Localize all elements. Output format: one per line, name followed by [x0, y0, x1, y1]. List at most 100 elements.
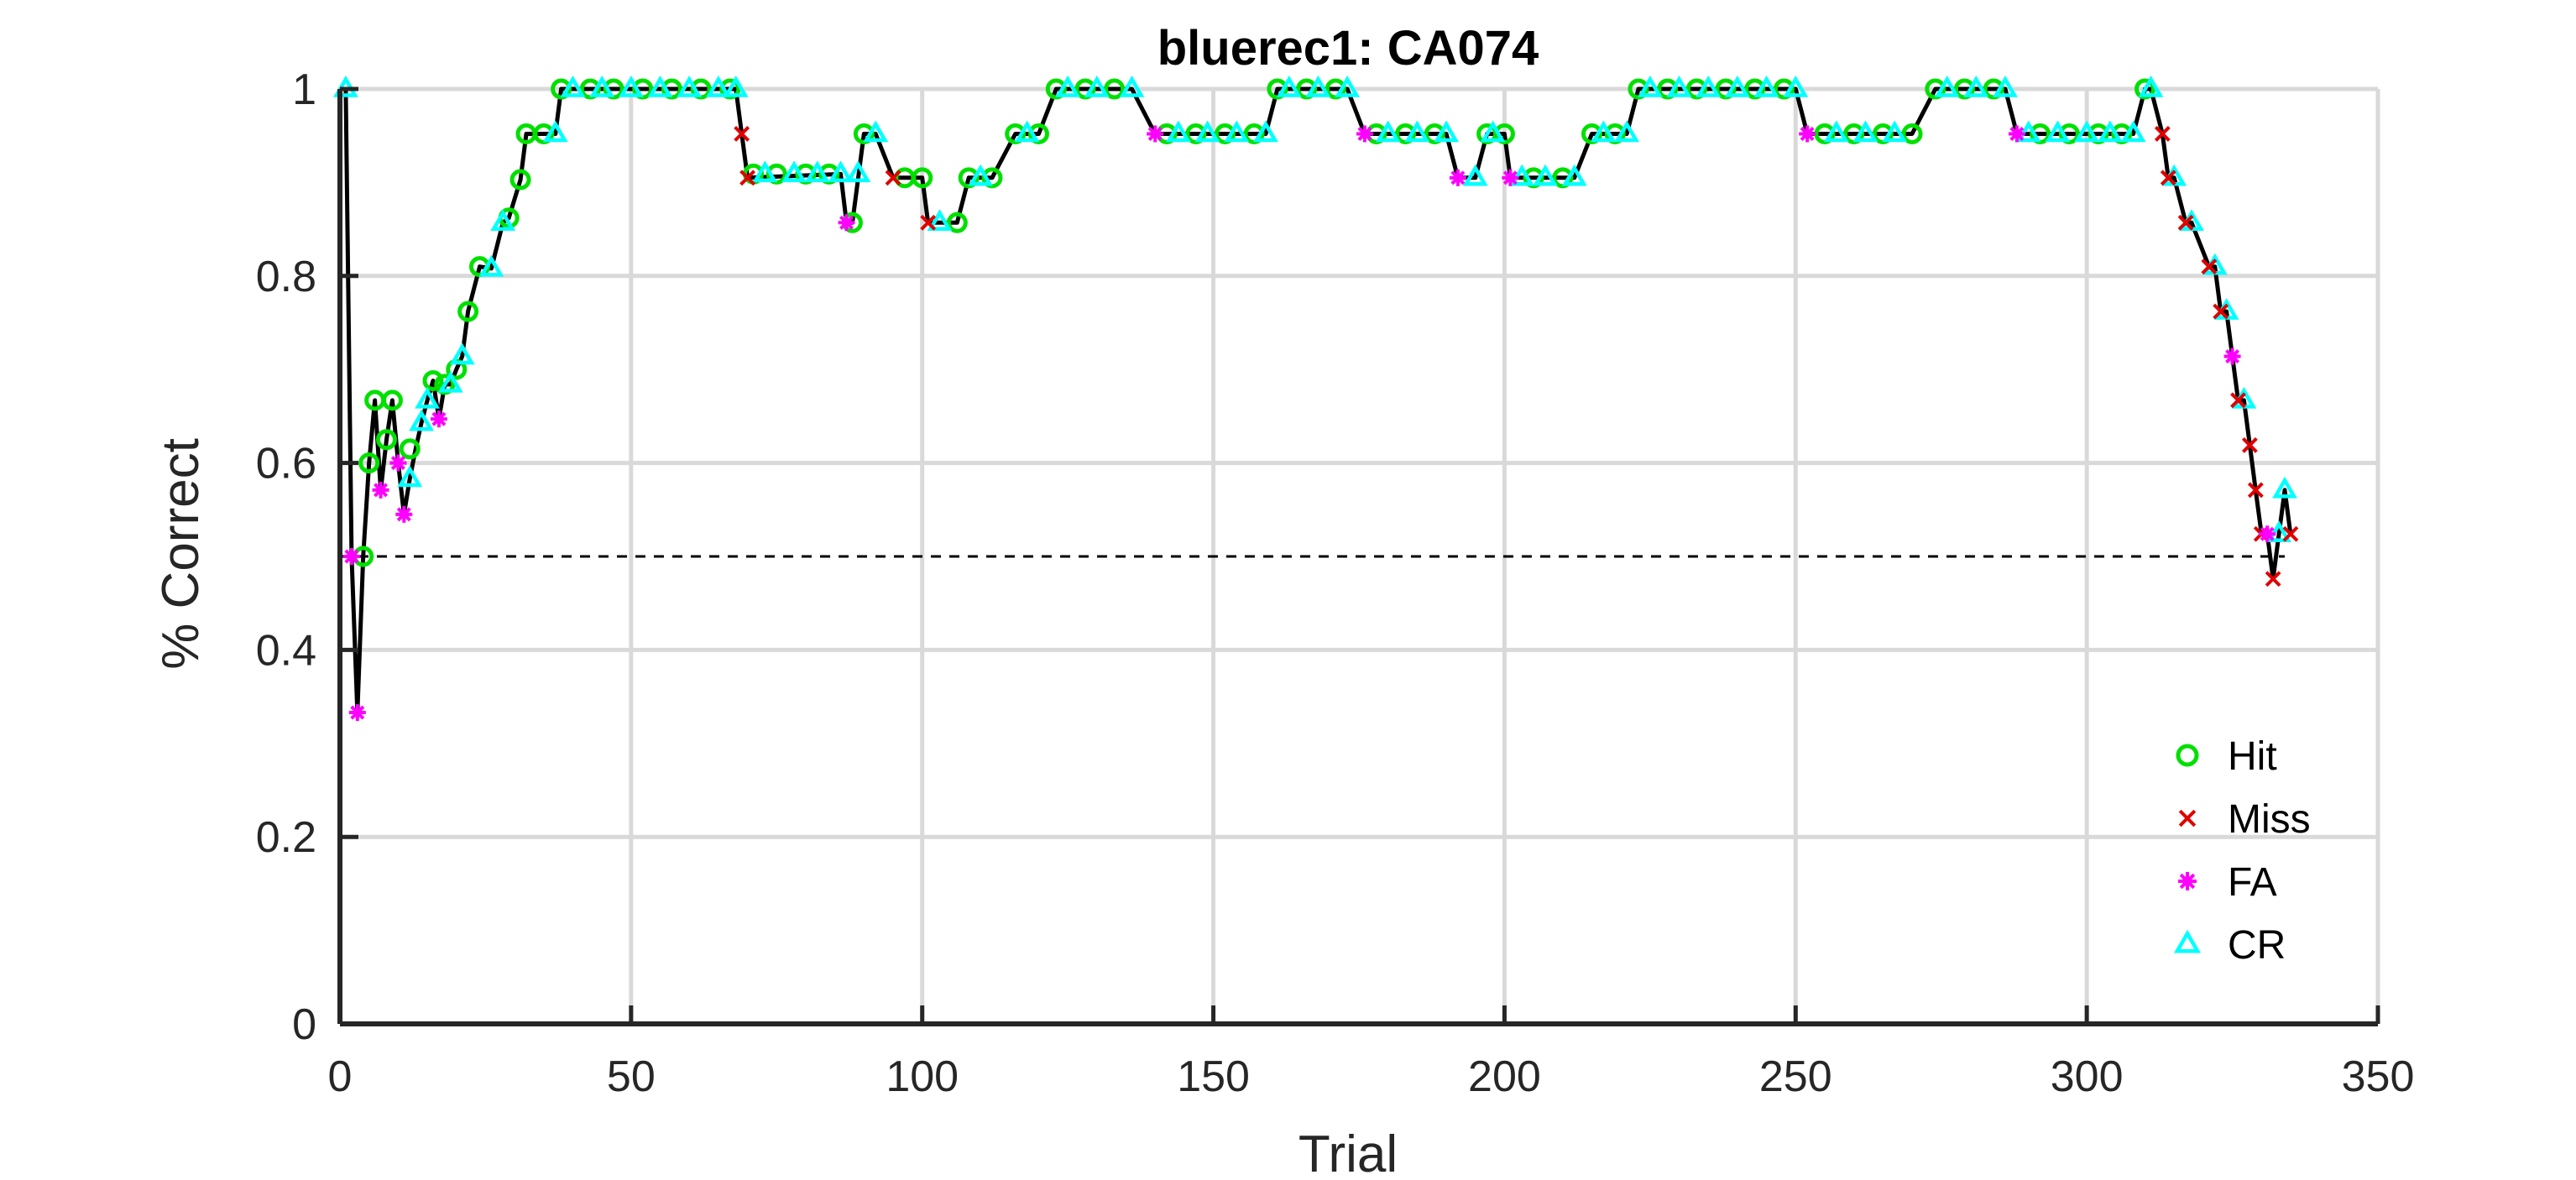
fa-marker: [838, 214, 855, 232]
marker-stroke: [2177, 214, 2194, 231]
hit-marker: [632, 78, 654, 100]
miss-marker: [920, 214, 937, 231]
miss-marker: [2282, 525, 2299, 542]
chart-title: bluerec1: CA074: [1157, 21, 1539, 76]
accuracy-trace: [343, 86, 2293, 715]
fa-marker: [2008, 125, 2025, 143]
marker-stroke: [390, 456, 405, 471]
hit-marker: [457, 300, 479, 322]
grid-lines: [337, 86, 2380, 1026]
marker-stroke: [1800, 126, 1815, 141]
cr-marker: [2097, 120, 2123, 143]
cr-marker: [1852, 120, 1878, 143]
fa-marker: [372, 481, 389, 499]
fa-marker: [430, 410, 447, 428]
y-tick-label: 0.6: [256, 440, 316, 488]
series-hit: [353, 78, 2156, 567]
cr-marker: [409, 409, 435, 431]
cr-marker: [1696, 76, 1722, 97]
cr-marker: [2272, 476, 2297, 499]
hit-marker: [358, 452, 380, 474]
hit-marker: [853, 123, 875, 144]
hit-marker: [381, 389, 403, 411]
fa-marker: [1147, 125, 1164, 143]
hit-marker: [1983, 78, 2004, 100]
hit-marker: [1901, 123, 1923, 144]
cr-marker: [705, 76, 731, 97]
marker-stroke: [2178, 809, 2197, 828]
hit-marker: [981, 167, 1003, 189]
cr-marker: [863, 120, 889, 143]
cr-marker: [1753, 76, 1779, 97]
cr-marker: [437, 371, 463, 393]
hit-marker: [690, 78, 712, 100]
hit-marker: [765, 163, 787, 185]
cr-marker: [845, 160, 871, 183]
hit-marker: [603, 78, 624, 100]
marker-stroke: [2160, 170, 2176, 186]
fa-marker: [342, 548, 360, 565]
legend-item-fa: FA: [2178, 860, 2277, 905]
hit-marker: [1267, 78, 1288, 100]
hit-marker: [795, 163, 817, 185]
hit-marker: [1953, 78, 1975, 100]
marker-stroke: [839, 215, 854, 230]
hit-marker: [1925, 78, 1946, 100]
marker-stroke: [2241, 437, 2258, 453]
fa-marker: [2223, 347, 2241, 365]
cr-marker: [1614, 120, 1640, 143]
marker-stroke: [396, 507, 411, 522]
cr-marker: [589, 76, 615, 97]
cr-marker: [1014, 120, 1040, 143]
cr-marker: [2074, 120, 2100, 143]
legend-hit-icon: [2176, 744, 2199, 767]
hit-marker: [1581, 123, 1602, 144]
miss-marker: [2154, 126, 2171, 142]
series-fa: [342, 125, 2276, 722]
hit-marker: [1493, 123, 1515, 144]
miss-marker: [2160, 170, 2176, 186]
cr-marker: [415, 387, 441, 409]
fa-marker: [348, 704, 366, 722]
cr-marker: [1253, 120, 1278, 143]
cr-marker: [618, 76, 644, 97]
hit-marker: [422, 370, 444, 392]
cr-marker: [1404, 120, 1430, 143]
hit-marker: [1872, 123, 1894, 144]
hit-marker: [1185, 123, 1207, 144]
cr-marker: [1194, 120, 1220, 143]
axes: [337, 86, 2380, 1026]
hit-marker: [1628, 78, 1649, 100]
cr-marker: [1963, 76, 1989, 97]
x-axis-title: Trial: [1298, 1125, 1398, 1180]
hit-marker: [1027, 123, 1049, 144]
marker-stroke: [885, 170, 901, 186]
legend-label: FA: [2228, 860, 2277, 905]
cr-marker: [1934, 76, 1960, 97]
marker-stroke: [2009, 126, 2025, 141]
hit-marker: [1604, 123, 1626, 144]
cr-marker: [1224, 120, 1250, 143]
marker-stroke: [350, 705, 365, 720]
miss-marker: [739, 170, 756, 186]
y-tick-label: 0.2: [256, 813, 316, 862]
hit-marker: [434, 373, 456, 395]
legend-item-hit: Hit: [2176, 734, 2277, 779]
cr-marker: [1724, 76, 1750, 97]
fa-marker: [395, 505, 413, 523]
legend-miss-icon: [2178, 809, 2197, 828]
cr-marker: [449, 342, 475, 365]
cr-marker: [677, 76, 703, 97]
marker-stroke: [2265, 571, 2281, 587]
cr-marker: [1165, 120, 1191, 143]
hit-marker: [375, 429, 397, 451]
hit-marker: [2058, 123, 2080, 144]
hit-marker: [946, 211, 968, 233]
cr-marker: [968, 164, 994, 186]
marker-stroke: [2154, 126, 2171, 142]
cr-marker: [781, 160, 807, 183]
fa-marker: [1799, 125, 1816, 143]
x-tick-label: 250: [1759, 1052, 1832, 1101]
hit-marker: [1424, 123, 1445, 144]
marker-stroke: [920, 214, 937, 231]
